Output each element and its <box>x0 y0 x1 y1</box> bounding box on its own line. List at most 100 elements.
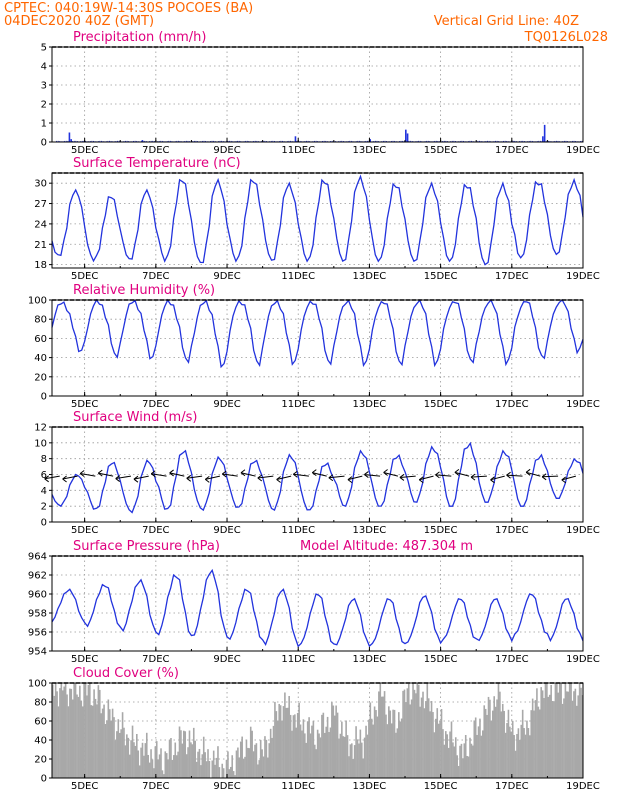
precip-bar <box>555 140 557 142</box>
precip-bar <box>99 140 101 142</box>
x-tick-label: 11DEC <box>281 271 315 282</box>
wind-arrow-head <box>97 469 103 477</box>
precip-bar <box>81 140 83 142</box>
cloud-bar <box>328 732 330 778</box>
cloud-bar <box>201 754 204 778</box>
precip-bar <box>557 140 559 142</box>
x-tick-label: 9DEC <box>213 525 240 536</box>
cloud-bar <box>123 727 125 778</box>
precip-bar <box>238 140 240 142</box>
precip-bar <box>203 140 205 142</box>
wind-arrow <box>419 475 434 481</box>
x-tick-label: 15DEC <box>424 399 458 410</box>
cloud-bar <box>392 709 394 778</box>
cloud-bar <box>459 745 461 778</box>
cloud-bar <box>271 737 273 778</box>
precip-bar <box>56 140 58 142</box>
cloud-bar <box>278 703 280 778</box>
wind-arrow-head <box>44 475 49 483</box>
cloud-bar <box>510 731 513 778</box>
cloud-bar <box>195 761 198 778</box>
y-tick-label: 20 <box>34 755 47 766</box>
panel-wind: 0 2 4 6 8 10 12 5DEC 7DEC 9DEC 11DEC 13DEC 15DEC 17DE… <box>34 410 600 536</box>
x-tick-label: 13DEC <box>353 654 387 665</box>
cloud-bar <box>450 721 453 778</box>
x-tick-label: 11DEC <box>281 525 315 536</box>
cloud-bar <box>140 747 142 778</box>
cloud-bar <box>111 708 114 778</box>
cloud-bar <box>301 730 303 778</box>
cloud-bar <box>84 683 87 778</box>
cloud-bar <box>157 759 159 778</box>
precip-bar <box>563 140 565 142</box>
precip-bar <box>213 140 215 142</box>
precip-bar <box>479 140 480 142</box>
precip-bar <box>384 140 386 142</box>
cloud-bar <box>353 745 356 778</box>
cloud-bar <box>121 712 124 778</box>
cloud-bar <box>304 733 306 778</box>
cloud-bar <box>238 757 241 778</box>
cloud-bar <box>507 709 510 778</box>
cloud-bar <box>437 723 440 778</box>
cloud-bar <box>486 714 488 778</box>
cloud-bar <box>439 720 441 778</box>
cloud-bar <box>69 688 71 778</box>
y-tick-label: 2 <box>41 100 47 111</box>
x-tick-label: 13DEC <box>353 399 387 410</box>
y-tick-label: 12 <box>34 423 47 434</box>
precip-bar <box>237 140 239 142</box>
cloud-bar <box>429 711 431 778</box>
y-tick-label: 21 <box>34 240 47 251</box>
precip-bar <box>480 140 482 142</box>
x-tick-label: 9DEC <box>213 654 240 665</box>
precip-bar <box>264 140 266 142</box>
cloud-bar <box>444 731 447 778</box>
cloud-bar <box>416 683 419 778</box>
cloud-bar <box>422 691 424 778</box>
cloud-bar <box>148 762 151 778</box>
wind-arrow <box>506 474 523 477</box>
cloud-bar <box>383 691 386 778</box>
cloud-bar <box>254 744 256 778</box>
cloud-bar <box>567 691 570 778</box>
cloud-bar <box>143 755 145 778</box>
cloud-bar <box>184 731 187 778</box>
y-tick-label: 964 <box>28 552 47 563</box>
cloud-bar <box>415 693 417 778</box>
cloud-bar <box>483 705 486 778</box>
cloud-bar <box>312 720 315 778</box>
x-tick-label: 5DEC <box>71 271 98 282</box>
cloud-bar <box>299 724 302 778</box>
panel-humidity: 0 20 40 60 80 100 5DEC 7DEC 9DEC 11DEC 13DEC 15DEC 1… <box>28 283 600 410</box>
cloud-bar <box>207 749 209 778</box>
cloud-bar <box>524 734 527 778</box>
wind-arrow <box>542 475 559 478</box>
x-tick-label: 17DEC <box>495 145 529 156</box>
cloud-bar <box>332 705 335 778</box>
precip-bar <box>67 140 69 142</box>
cloud-bar <box>214 764 216 778</box>
cloud-bar <box>457 765 460 778</box>
y-tick-label: 3 <box>41 81 47 92</box>
wind-arrow <box>328 475 345 479</box>
cloud-bar <box>477 726 480 778</box>
x-tick-label: 5DEC <box>71 525 98 536</box>
precip-bar <box>205 140 207 142</box>
wind-arrow-head <box>328 474 334 482</box>
cloud-bar <box>294 714 296 778</box>
cloud-bar <box>443 744 446 778</box>
y-tick-label: 962 <box>28 571 47 582</box>
cloud-bar <box>153 768 155 778</box>
cloud-bar <box>570 683 572 778</box>
cloud-bar <box>554 683 557 778</box>
cloud-bar <box>548 694 551 778</box>
cloud-bar <box>150 749 152 778</box>
cloud-bar <box>264 736 266 778</box>
cloud-bar <box>114 740 117 778</box>
wind-arrow <box>276 475 292 480</box>
precip-bar <box>126 140 128 142</box>
cloud-bar <box>251 730 253 778</box>
cloud-bar <box>409 704 411 778</box>
precip-bar <box>434 140 436 142</box>
